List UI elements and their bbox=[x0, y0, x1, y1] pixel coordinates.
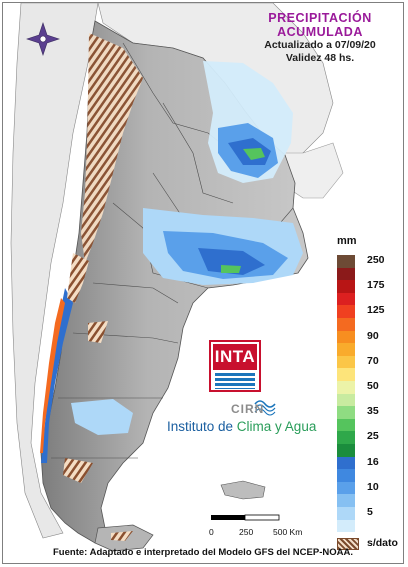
legend-nodata-label: s/dato bbox=[367, 537, 398, 550]
legend-swatch bbox=[337, 381, 355, 394]
inta-logo: INTA bbox=[209, 340, 261, 392]
nodata-area-patagonia bbox=[88, 321, 108, 343]
rain-area-south-light bbox=[71, 399, 133, 435]
updated-date: Actualizado a 07/09/20 bbox=[264, 39, 376, 51]
legend-label: 5 bbox=[367, 506, 373, 518]
legend-swatch bbox=[337, 444, 355, 457]
legend-label: 250 bbox=[367, 254, 385, 266]
legend-swatch bbox=[337, 292, 355, 306]
rain-area-northeast-green bbox=[243, 148, 265, 160]
legend-swatch bbox=[337, 280, 355, 293]
legend-swatch bbox=[337, 469, 355, 482]
legend-swatch bbox=[337, 305, 355, 318]
legend-swatch bbox=[337, 507, 355, 520]
institute-name-part1: Instituto de bbox=[167, 419, 237, 434]
institute-name-part2: Clima y Agua bbox=[236, 419, 317, 434]
compass-rose-icon bbox=[26, 22, 60, 56]
rain-area-center-green bbox=[221, 265, 241, 273]
inta-logo-text: INTA bbox=[213, 344, 257, 370]
rain-areas bbox=[40, 61, 303, 463]
nodata-area-north-andes bbox=[81, 33, 143, 263]
legend-label: 35 bbox=[367, 405, 379, 418]
legend-label: 16 bbox=[367, 455, 379, 468]
inta-waves-icon bbox=[215, 373, 255, 389]
legend-swatch bbox=[337, 267, 355, 281]
legend-swatch bbox=[337, 494, 355, 507]
validity-text: Validez 48 hs. bbox=[285, 52, 355, 64]
legend-swatch bbox=[337, 431, 355, 444]
legend-label: 125 bbox=[367, 304, 385, 317]
rain-area-center-heavy bbox=[198, 248, 265, 275]
scale-label-250: 250 bbox=[239, 527, 254, 537]
legend-swatch bbox=[337, 255, 355, 268]
legend-label: 70 bbox=[367, 354, 379, 367]
nodata-area-central-andes bbox=[67, 253, 89, 303]
legend-label: 90 bbox=[367, 329, 379, 342]
rain-area-andes-edge bbox=[40, 298, 65, 453]
scale-label-500: 500 Km bbox=[273, 527, 303, 537]
institute-logo-text: Instituto de Clima y Agua bbox=[167, 419, 316, 434]
scale-bar bbox=[211, 514, 280, 521]
legend-swatch bbox=[337, 481, 355, 495]
legend-nodata-swatch bbox=[337, 538, 359, 551]
legend-swatch bbox=[337, 519, 355, 533]
legend-swatch bbox=[337, 368, 355, 381]
legend-swatch bbox=[337, 406, 355, 419]
legend-unit: mm bbox=[337, 235, 357, 247]
nodata-areas bbox=[63, 33, 143, 541]
map-title-line1: PRECIPITACIÓN bbox=[268, 11, 372, 25]
cirn-wave-icon bbox=[254, 400, 276, 416]
legend-label: 10 bbox=[367, 480, 379, 493]
legend-label: 175 bbox=[367, 279, 385, 292]
legend-swatch bbox=[337, 393, 355, 407]
nodata-area-south bbox=[63, 458, 93, 483]
map-title-line2: ACUMULADA bbox=[277, 25, 363, 39]
nodata-area-tierra-del-fuego bbox=[111, 531, 133, 541]
legend-swatch bbox=[337, 456, 355, 470]
neighbor-land-west bbox=[10, 3, 99, 539]
legend-swatch bbox=[337, 355, 355, 369]
rain-area-andes-west bbox=[41, 288, 73, 463]
source-credit: Fuente: Adaptado e interpretado del Mode… bbox=[53, 547, 353, 558]
legend-swatch bbox=[337, 418, 355, 432]
legend-swatch bbox=[337, 343, 355, 356]
map-frame: PRECIPITACIÓN ACUMULADA Actualizado a 07… bbox=[2, 2, 404, 564]
malvinas-islands bbox=[220, 480, 266, 500]
legend-label: 50 bbox=[367, 380, 379, 392]
scale-label-0: 0 bbox=[209, 527, 214, 537]
map-title-block: PRECIPITACIÓN ACUMULADA Actualizado a 07… bbox=[245, 11, 395, 65]
precipitation-map bbox=[10, 3, 344, 552]
cirn-logo-text: CIRN bbox=[231, 402, 265, 416]
legend-swatch bbox=[337, 318, 355, 331]
legend-label: 25 bbox=[367, 430, 379, 443]
legend-swatch bbox=[337, 330, 355, 344]
